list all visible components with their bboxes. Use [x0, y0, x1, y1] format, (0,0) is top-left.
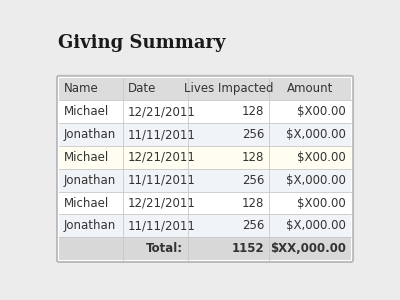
Text: 12/21/2011: 12/21/2011 — [128, 151, 196, 164]
Bar — [59, 146, 351, 169]
FancyBboxPatch shape — [57, 76, 353, 262]
Text: Amount: Amount — [287, 82, 333, 95]
Text: $X,000.00: $X,000.00 — [286, 128, 346, 141]
Text: $X,000.00: $X,000.00 — [286, 174, 346, 187]
Bar — [59, 123, 351, 146]
Text: Jonathan: Jonathan — [64, 219, 116, 232]
Text: Jonathan: Jonathan — [64, 128, 116, 141]
Bar — [59, 169, 351, 192]
Text: 256: 256 — [242, 219, 264, 232]
Text: 128: 128 — [242, 105, 264, 118]
Text: Michael: Michael — [64, 196, 109, 209]
Bar — [59, 237, 351, 260]
Text: 256: 256 — [242, 174, 264, 187]
Text: $X00.00: $X00.00 — [297, 151, 346, 164]
Bar — [59, 214, 351, 237]
Text: 128: 128 — [242, 196, 264, 209]
Text: Total:: Total: — [146, 242, 183, 255]
Text: 11/11/2011: 11/11/2011 — [128, 219, 196, 232]
Text: Giving Summary: Giving Summary — [58, 34, 225, 52]
Text: 128: 128 — [242, 151, 264, 164]
Text: 12/21/2011: 12/21/2011 — [128, 105, 196, 118]
Text: 11/11/2011: 11/11/2011 — [128, 128, 196, 141]
Text: $X00.00: $X00.00 — [297, 196, 346, 209]
Text: Michael: Michael — [64, 105, 109, 118]
Bar — [59, 78, 351, 100]
Text: $X,000.00: $X,000.00 — [286, 219, 346, 232]
Text: 12/21/2011: 12/21/2011 — [128, 196, 196, 209]
Text: 256: 256 — [242, 128, 264, 141]
Text: Date: Date — [128, 82, 156, 95]
Text: $XX,000.00: $XX,000.00 — [270, 242, 346, 255]
Text: 11/11/2011: 11/11/2011 — [128, 174, 196, 187]
Text: 1152: 1152 — [232, 242, 264, 255]
Text: Name: Name — [64, 82, 99, 95]
Text: Lives Impacted: Lives Impacted — [184, 82, 273, 95]
Text: Jonathan: Jonathan — [64, 174, 116, 187]
Text: Michael: Michael — [64, 151, 109, 164]
Text: $X00.00: $X00.00 — [297, 105, 346, 118]
